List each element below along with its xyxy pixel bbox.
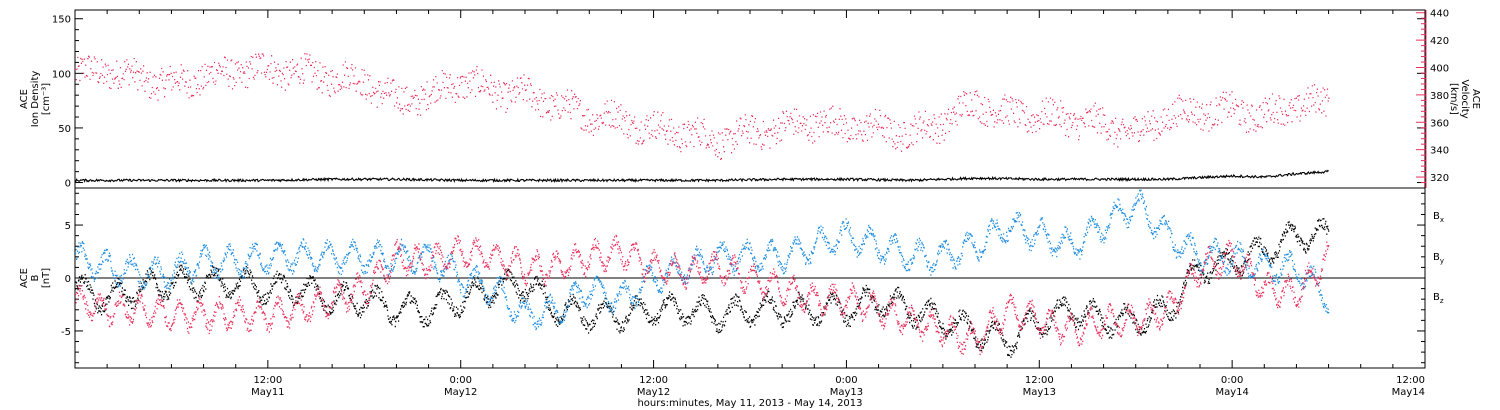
time-axis-title: hours:minutes, May 11, 2013 - May 14, 20… (637, 398, 862, 409)
time-tick-label: 12:00 (639, 375, 668, 386)
b-tick-label: 5 (65, 221, 71, 232)
velocity-tick-label: 320 (1430, 173, 1449, 184)
top-panel-frame (74, 9, 1426, 189)
time-tick-label: 0:00 (835, 375, 857, 386)
time-tick-label: 0:00 (449, 375, 471, 386)
time-axis: 12:00May110:00May1212:00May120:00May1312… (74, 10, 1426, 398)
b-tick-label: -5 (61, 327, 71, 338)
time-tick-label: 12:00 (253, 375, 282, 386)
velocity-tick-label: 400 (1430, 64, 1449, 75)
magnetic-field-panel: -5 0 5 (61, 189, 1425, 364)
legend-by: By (1433, 252, 1444, 265)
date-tick-label: May13 (1023, 387, 1056, 398)
b-tick-label: 0 (65, 274, 71, 285)
density-tick-label: 150 (52, 15, 71, 26)
velocity-series (75, 53, 1330, 160)
density-tick-label: 50 (58, 124, 71, 135)
density-tick-label: 100 (52, 69, 71, 80)
velocity-tick-label: 420 (1430, 36, 1449, 47)
velocity-tick-label: 440 (1430, 9, 1449, 20)
time-tick-label: 0:00 (1221, 375, 1243, 386)
density-series (74, 169, 1329, 184)
legend-bz: Bz (1433, 292, 1444, 305)
date-tick-label: May14 (1392, 387, 1425, 398)
velocity-tick-label: 340 (1430, 146, 1449, 157)
date-tick-label: May14 (1215, 387, 1248, 398)
bz-series (75, 234, 1330, 355)
velocity-axis-label: ACEVelocity[km/s] (1448, 79, 1481, 118)
legend-bx: Bx (1433, 211, 1444, 224)
density-velocity-panel: 0 50 100 150 320 340 360 380 400 420 440 (52, 9, 1449, 190)
b-field-legend: Bx By Bz (1433, 211, 1444, 305)
date-tick-label: May12 (637, 387, 670, 398)
velocity-tick-label: 360 (1430, 118, 1449, 129)
b-field-axis-label: ACEB[nT] (19, 268, 52, 288)
velocity-tick-label: 380 (1430, 91, 1449, 102)
date-tick-label: May13 (830, 387, 863, 398)
bx-series (75, 218, 1330, 358)
density-axis-label: ACEIon Density[cm⁻³] (19, 71, 52, 128)
date-tick-label: May11 (251, 387, 284, 398)
density-tick-label: 0 (65, 179, 71, 190)
by-series (75, 189, 1330, 331)
time-tick-label: 12:00 (1025, 375, 1054, 386)
date-tick-label: May12 (444, 387, 477, 398)
time-tick-label: 12:00 (1396, 375, 1425, 386)
